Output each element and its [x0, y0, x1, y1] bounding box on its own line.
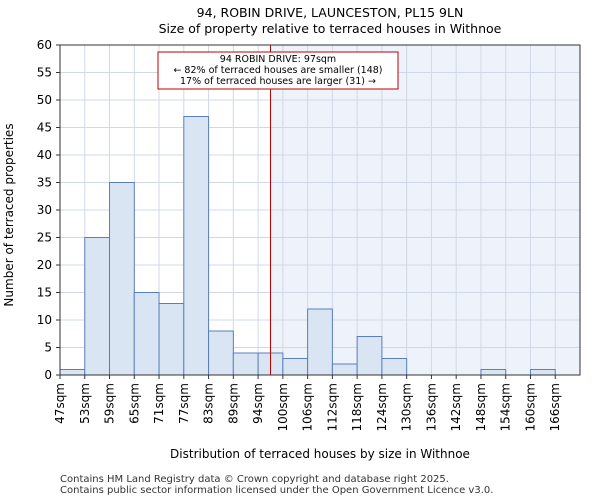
x-tick-label: 53sqm	[78, 383, 92, 424]
x-tick-label: 142sqm	[449, 383, 463, 431]
y-tick-label: 0	[44, 368, 52, 382]
y-tick-label: 60	[37, 38, 52, 52]
y-tick-label: 15	[37, 286, 52, 300]
y-tick-label: 5	[44, 341, 52, 355]
bar-100sqm	[282, 358, 309, 376]
x-tick-label: 100sqm	[276, 383, 290, 431]
y-tick-label: 20	[37, 258, 52, 272]
x-tick-label: 160sqm	[523, 383, 537, 431]
bar-71sqm	[158, 303, 185, 376]
x-tick-label: 83sqm	[202, 383, 216, 424]
y-tick-label: 25	[37, 231, 52, 245]
x-tick-label: 136sqm	[424, 383, 438, 431]
x-tick-label: 112sqm	[325, 383, 339, 431]
bar-148sqm	[480, 369, 507, 376]
bar-83sqm	[208, 330, 234, 376]
chart-subtitle: Size of property relative to terraced ho…	[159, 21, 502, 36]
bar-112sqm	[331, 363, 358, 376]
x-axis-label: Distribution of terraced houses by size …	[170, 447, 470, 461]
y-tick-label: 40	[37, 148, 52, 162]
x-tick-label: 77sqm	[177, 383, 191, 424]
x-tick-label: 106sqm	[301, 383, 315, 431]
x-tick-label: 148sqm	[474, 383, 488, 431]
annotation-frame	[157, 51, 399, 90]
bar-124sqm	[381, 358, 408, 376]
bar-53sqm	[84, 237, 111, 376]
x-tick-label: 47sqm	[53, 383, 67, 424]
annotation-line-1: 94 ROBIN DRIVE: 97sqm	[220, 54, 336, 65]
y-tick-label: 45	[37, 121, 52, 135]
x-tick-label: 118sqm	[350, 383, 364, 431]
y-tick-label: 55	[37, 66, 52, 80]
bar-160sqm	[529, 369, 556, 376]
bar-106sqm	[307, 308, 333, 376]
y-tick-label: 10	[37, 313, 52, 327]
bar-59sqm	[109, 182, 135, 376]
x-tick-label: 89sqm	[226, 383, 240, 424]
x-tick-label: 71sqm	[152, 383, 166, 424]
annotation-box: 94 ROBIN DRIVE: 97sqm ← 82% of terraced …	[157, 51, 399, 90]
chart-title: 94, ROBIN DRIVE, LAUNCESTON, PL15 9LN	[197, 5, 464, 20]
y-axis-ticks: 0 5 10 15 20 25 30 35 40 45 50 55 60	[37, 38, 60, 382]
bar-89sqm	[232, 352, 259, 376]
footer-copyright: Contains HM Land Registry data © Crown c…	[60, 474, 449, 485]
y-tick-label: 35	[37, 176, 52, 190]
bar-118sqm	[356, 336, 383, 376]
footer-licence: Contains public sector information licen…	[60, 485, 494, 496]
y-tick-label: 50	[37, 93, 52, 107]
bar-47sqm	[59, 369, 86, 376]
y-axis-label: Number of terraced properties	[2, 123, 16, 306]
bar-65sqm	[133, 292, 160, 376]
x-tick-label: 154sqm	[499, 383, 513, 431]
x-tick-label: 94sqm	[251, 383, 265, 424]
x-tick-label: 65sqm	[127, 383, 141, 424]
histogram-chart: 94, ROBIN DRIVE, LAUNCESTON, PL15 9LN Si…	[2, 5, 581, 461]
x-tick-label: 124sqm	[375, 383, 389, 431]
y-tick-label: 30	[37, 203, 52, 217]
x-tick-label: 59sqm	[103, 383, 117, 424]
x-axis-ticks: 47sqm 53sqm 59sqm 65sqm 71sqm 77sqm 83sqm 89sqm…	[53, 375, 562, 431]
x-tick-label: 166sqm	[548, 383, 562, 431]
bar-77sqm	[183, 116, 210, 376]
x-tick-label: 130sqm	[400, 383, 414, 431]
annotation-line-3: 17% of terraced houses are larger (31) →	[180, 76, 376, 87]
annotation-line-2: ← 82% of terraced houses are smaller (14…	[173, 65, 382, 76]
bars	[59, 116, 556, 376]
